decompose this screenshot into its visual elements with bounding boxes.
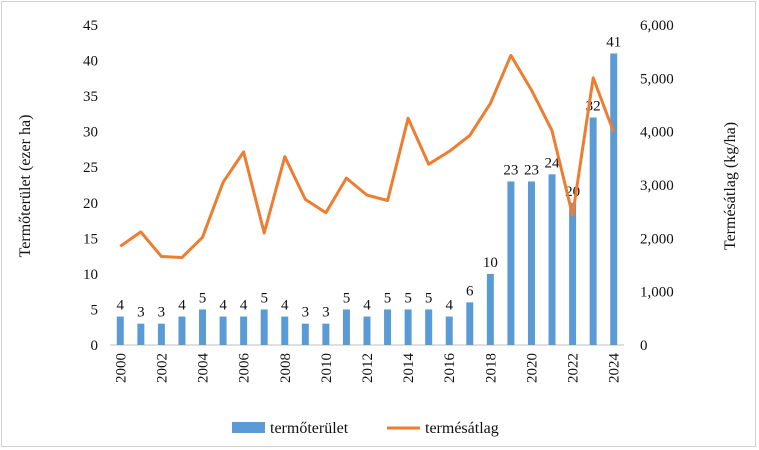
left-tick-label: 5 (91, 302, 99, 318)
right-tick-label: 4,000 (640, 125, 674, 141)
x-tick-label: 2018 (483, 353, 499, 383)
right-tick-label: 0 (640, 338, 648, 354)
bar-2018 (486, 273, 494, 345)
bar-2021 (548, 174, 556, 345)
bar-2008 (281, 316, 289, 345)
bar-label-2019: 23 (503, 162, 518, 178)
bar-label-2011: 5 (343, 290, 351, 306)
right-tick-label: 5,000 (640, 71, 674, 87)
bar-label-2015: 5 (425, 290, 433, 306)
bar-label-2018: 10 (483, 255, 498, 271)
x-tick-label: 2016 (442, 353, 458, 384)
bar-2016 (445, 316, 453, 345)
bar-label-2001: 3 (137, 305, 145, 321)
bar-2000 (116, 316, 124, 345)
left-tick-label: 10 (83, 267, 98, 283)
x-tick-label: 2008 (278, 353, 294, 383)
bar-label-2000: 4 (117, 298, 125, 314)
bar-2012 (363, 316, 371, 345)
bar-label-2003: 4 (178, 298, 186, 314)
legend-label-termesatlag: termésátlag (425, 420, 499, 437)
legend-swatch-termoterulet (232, 422, 265, 433)
bar-2015 (425, 309, 433, 345)
bar-2013 (384, 309, 392, 345)
line-series-termesatlag (119, 53, 616, 259)
left-tick-label: 0 (91, 338, 99, 354)
bar-2019 (507, 181, 515, 345)
bar-label-2021: 24 (545, 155, 561, 171)
bar-label-2002: 3 (158, 305, 166, 321)
right-tick-label: 2,000 (640, 231, 674, 247)
bar-label-2006: 4 (240, 298, 248, 314)
left-axis-ticks: 0 5 10 15 20 25 30 35 40 45 (83, 18, 98, 354)
bar-label-2005: 4 (219, 298, 227, 314)
right-tick-label: 3,000 (640, 178, 674, 194)
bar-2001 (137, 323, 145, 345)
bar-2010 (322, 323, 330, 345)
bar-series (116, 53, 618, 345)
bar-label-2012: 4 (363, 298, 371, 314)
bar-label-2013: 5 (384, 290, 392, 306)
x-tick-label: 2024 (607, 353, 623, 384)
bar-label-2009: 3 (302, 305, 310, 321)
bar-label-2010: 3 (322, 305, 330, 321)
bar-2002 (157, 323, 165, 345)
legend: termőterület termésátlag (232, 420, 499, 437)
bar-label-2020: 23 (524, 162, 539, 178)
left-tick-label: 40 (83, 54, 98, 70)
bar-2004 (199, 309, 207, 345)
x-tick-label: 2012 (360, 353, 376, 383)
bar-2007 (260, 309, 268, 345)
bar-label-2024: 41 (606, 34, 621, 50)
bar-2003 (178, 316, 186, 345)
left-tick-label: 30 (83, 125, 98, 141)
bar-2006 (240, 316, 248, 345)
bar-2017 (466, 302, 474, 345)
bar-label-2017: 6 (466, 283, 474, 299)
left-tick-label: 20 (83, 196, 98, 212)
x-tick-label: 2020 (524, 353, 540, 383)
bar-label-2016: 4 (445, 298, 453, 314)
bar-2009 (301, 323, 309, 345)
left-tick-label: 35 (83, 89, 98, 105)
bar-2014 (404, 309, 412, 345)
right-tick-label: 6,000 (640, 18, 674, 34)
left-tick-label: 45 (83, 18, 98, 34)
bar-2011 (342, 309, 350, 345)
x-tick-label: 2014 (401, 353, 417, 384)
x-tick-label: 2006 (237, 353, 253, 384)
bar-label-2008: 4 (281, 298, 289, 314)
left-tick-label: 25 (83, 160, 98, 176)
bar-2022 (569, 202, 577, 345)
right-axis-ticks: 0 1,000 2,000 3,000 4,000 5,000 6,000 (640, 18, 674, 354)
left-tick-label: 15 (83, 231, 98, 247)
x-tick-label: 2022 (566, 353, 582, 383)
bar-2020 (527, 181, 535, 345)
bar-2023 (589, 117, 597, 345)
right-tick-label: 1,000 (640, 285, 674, 301)
legend-label-termoterulet: termőterület (270, 420, 349, 437)
bar-label-2007: 5 (260, 290, 268, 306)
x-tick-label: 2004 (196, 353, 212, 384)
bar-2024 (610, 53, 618, 345)
right-axis-title: Termésátlag (kg/ha) (722, 122, 739, 250)
x-tick-label: 2002 (154, 353, 170, 383)
x-axis-ticks: 2000 2002 2004 2006 2008 2010 2012 2014 2016 2018… (113, 353, 622, 384)
bar-2005 (219, 316, 227, 345)
x-tick-label: 2010 (319, 353, 335, 383)
bar-label-2004: 5 (199, 290, 207, 306)
left-axis-title: Termőterület (ezer ha) (17, 115, 34, 258)
bar-label-2014: 5 (404, 290, 412, 306)
x-tick-label: 2000 (113, 353, 129, 383)
